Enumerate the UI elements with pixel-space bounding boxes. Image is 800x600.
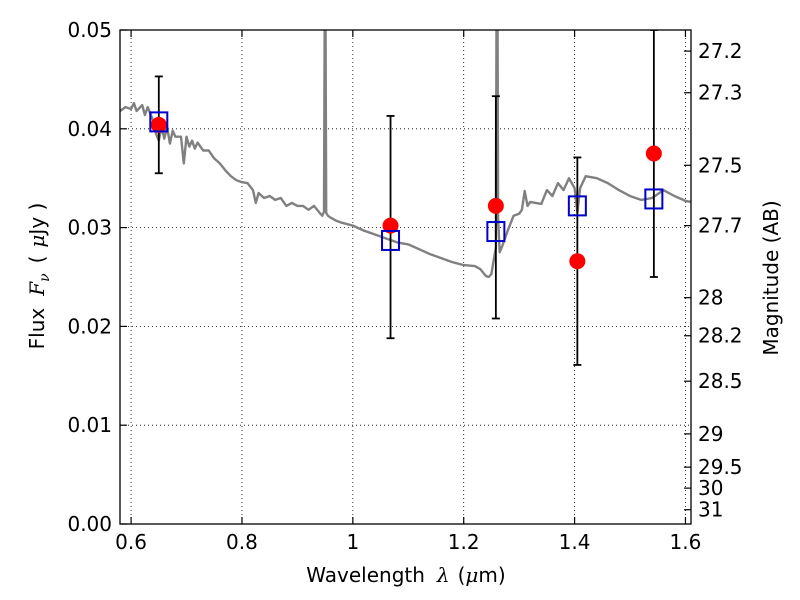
y-tick-label: 0.00 bbox=[67, 512, 112, 536]
model-photometry-point bbox=[567, 195, 587, 217]
model-photometry-point bbox=[644, 188, 664, 210]
mag-tick-label: 28.2 bbox=[698, 324, 743, 348]
y-tick-label: 0.04 bbox=[67, 117, 112, 141]
observed-point bbox=[487, 197, 504, 214]
model-photometry-points bbox=[149, 111, 664, 251]
observed-point bbox=[382, 217, 399, 234]
mag-tick-label: 30 bbox=[698, 476, 723, 500]
mag-tick-label: 27.3 bbox=[698, 81, 743, 105]
model-photometry-point bbox=[381, 229, 401, 251]
x-tick-label: 1.4 bbox=[559, 530, 591, 554]
y-axis-title: FluxFν(μJy ) bbox=[25, 203, 53, 350]
model-spectrum bbox=[120, 30, 691, 279]
spectrum-line bbox=[120, 30, 691, 279]
x-tick-label: 1.6 bbox=[670, 530, 702, 554]
mag-tick-label: 28 bbox=[698, 286, 723, 310]
y-tick-label: 0.05 bbox=[67, 18, 112, 42]
mag-tick-label: 31 bbox=[698, 498, 723, 522]
model-photometry-point bbox=[149, 111, 169, 133]
mag-tick-label: 28.5 bbox=[698, 369, 743, 393]
mag-tick-label: 27.7 bbox=[698, 214, 743, 238]
plot-frame bbox=[119, 29, 692, 525]
x-axis-title: Wavelength λ (μm) bbox=[306, 563, 505, 587]
y-tick-label: 0.01 bbox=[67, 413, 112, 437]
model-photometry-point bbox=[486, 221, 506, 243]
y-tick-label: 0.02 bbox=[67, 314, 112, 338]
y-tick-label: 0.03 bbox=[67, 216, 112, 240]
x-tick-label: 1 bbox=[346, 530, 359, 554]
x-tick-label: 0.8 bbox=[226, 530, 258, 554]
x-tick-label: 1.2 bbox=[448, 530, 480, 554]
observed-point bbox=[645, 145, 662, 162]
mag-tick-label: 29 bbox=[698, 422, 723, 446]
mag-tick-label: 27.2 bbox=[698, 39, 743, 63]
x-axis-ticks: 0.6 0.8 1 1.2 1.4 1.6 bbox=[115, 30, 701, 554]
magnitude-axis-title: Magnitude (AB) bbox=[759, 200, 783, 355]
y-axis-ticks: 0.00 0.01 0.02 0.03 0.04 0.05 bbox=[67, 18, 127, 536]
observed-point bbox=[569, 253, 586, 270]
observed-points bbox=[150, 116, 662, 270]
mag-tick-label: 29.5 bbox=[698, 455, 743, 479]
x-tick-label: 0.6 bbox=[115, 530, 147, 554]
mag-tick-label: 27.5 bbox=[698, 153, 743, 177]
observed-point bbox=[150, 116, 167, 133]
